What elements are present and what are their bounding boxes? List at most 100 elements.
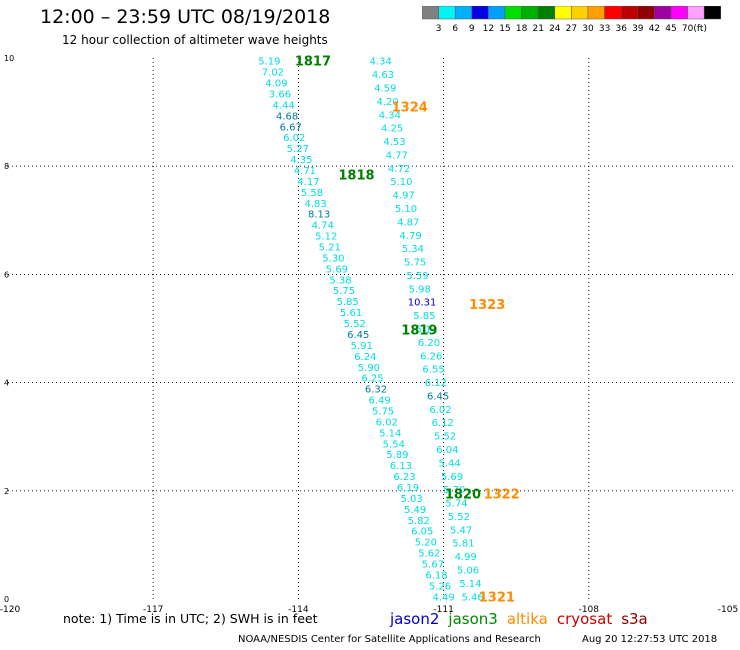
- y-tick-label: 4: [4, 379, 9, 388]
- wave-height-value: 5.75: [404, 258, 426, 269]
- legend-label: 15: [499, 24, 510, 34]
- wave-height-value: 6.13: [390, 461, 412, 472]
- wave-height-value: 4.63: [372, 70, 394, 81]
- wave-height-value: 3.66: [269, 89, 291, 100]
- pass-time-label: 1323: [469, 298, 505, 313]
- wave-height-value: 5.90: [358, 363, 380, 374]
- wave-height-value: 4.99: [455, 552, 477, 563]
- wave-height-value: 6.12: [425, 378, 447, 389]
- timestamp: Aug 20 12:27:53 UTC 2018: [582, 634, 718, 645]
- axes: -120 -117 -114 -111 -108 -105 0 2 4 6 8 10: [0, 54, 738, 615]
- legend-label: 24: [549, 24, 561, 34]
- wave-height-value: 6.02: [376, 417, 398, 428]
- pass-time-label: 1818: [338, 168, 374, 183]
- pass-time-label: 1820: [445, 488, 481, 503]
- pass-time-label: 1324: [392, 101, 428, 116]
- x-tick-label: -108: [579, 605, 600, 615]
- mission-cryosat: cryosat: [556, 610, 613, 628]
- x-tick-label: -114: [288, 605, 309, 615]
- wave-height-value: 4.87: [397, 217, 419, 228]
- mission-jason3: jason3: [448, 610, 498, 628]
- wave-height-value: 6.12: [432, 418, 454, 429]
- wave-height-value: 4.34: [370, 57, 392, 68]
- y-tick-label: 8: [4, 162, 9, 171]
- wave-height-value: 6.67: [280, 122, 302, 133]
- wave-height-value: 5.98: [409, 284, 431, 295]
- wave-height-value: 4.74: [312, 221, 334, 232]
- pass-time-label: 1817: [295, 55, 331, 70]
- wave-height-value: 5.14: [459, 579, 481, 590]
- y-tick-label: 6: [4, 270, 9, 279]
- wave-height-value: 5.74: [445, 499, 467, 510]
- mission-legend: jason2 jason3 altika cryosat s3a: [390, 609, 648, 628]
- wave-height-value: 4.68: [276, 111, 298, 122]
- wave-height-value: 6.26: [420, 351, 442, 362]
- grid-lines: [8, 58, 734, 599]
- legend-label: 3: [436, 24, 442, 34]
- x-tick-label: -120: [0, 605, 20, 615]
- wave-height-value: 5.89: [386, 450, 408, 461]
- wave-height-value: 5.21: [319, 243, 341, 254]
- wave-height-value: 4.17: [297, 177, 319, 188]
- legend-label: 39: [632, 24, 644, 34]
- legend-label: (ft): [693, 24, 707, 34]
- legend-label: 21: [532, 24, 543, 34]
- wave-height-value: 5.46: [462, 592, 484, 603]
- y-tick-label: 10: [4, 54, 14, 63]
- wave-height-value: 5.47: [450, 525, 472, 536]
- wave-height-value: 6.05: [411, 527, 433, 538]
- wave-height-value: 5.38: [329, 275, 351, 286]
- wave-height-value: 5.59: [406, 271, 428, 282]
- legend-label: 6: [452, 24, 458, 34]
- wave-height-value: 4.72: [388, 164, 410, 175]
- wave-height-value: 6.02: [429, 405, 451, 416]
- wave-height-value: 4.59: [374, 83, 396, 94]
- color-legend: 3 6 9 12 15 18 21 24 27 30 33 36 39 42 45 70 (ft): [422, 6, 722, 34]
- wave-height-value: 5.69: [326, 264, 348, 275]
- wave-height-value: 6.45: [427, 391, 449, 402]
- wave-height-value: 5.34: [402, 244, 424, 255]
- wave-height-value: 5.91: [351, 341, 373, 352]
- wave-height-value: 4.53: [383, 137, 405, 148]
- wave-height-value: 4.83: [304, 199, 326, 210]
- legend-label: 70: [682, 24, 694, 34]
- note-text: note: 1) Time is in UTC; 2) SWH is in fe…: [63, 611, 318, 626]
- mission-s3a: s3a: [621, 610, 648, 628]
- wave-height-value: 5.52: [434, 432, 456, 443]
- wave-height-value: 5.52: [344, 319, 366, 330]
- wave-height-value: 5.10: [395, 204, 417, 215]
- wave-height-value: 5.81: [452, 539, 474, 550]
- time-labels: 1817 1324 1818 1323 1819 1820 1322 1321: [295, 55, 520, 606]
- wave-height-value: 5.69: [441, 472, 463, 483]
- wave-height-value: 4.77: [386, 150, 408, 161]
- pass-time-label: 1819: [401, 324, 437, 339]
- x-tick-label: -105: [718, 605, 738, 615]
- legend-label: 33: [599, 24, 610, 34]
- wave-height-value: 6.20: [418, 338, 440, 349]
- legend-label: 42: [649, 24, 660, 34]
- wave-height-value: 5.19: [258, 57, 280, 68]
- pass-time-label: 1321: [479, 590, 515, 605]
- wave-height-value: 6.49: [368, 396, 390, 407]
- wave-height-value: 4.44: [272, 100, 294, 111]
- wave-height-value: 5.75: [372, 406, 394, 417]
- x-tick-label: -117: [143, 605, 163, 615]
- x-tick-label: -111: [433, 605, 453, 615]
- footer-credit: NOAA/NESDIS Center for Satellite Applica…: [238, 634, 541, 645]
- wave-height-value: 6.25: [361, 374, 383, 385]
- legend-label: 30: [582, 24, 594, 34]
- legend-label: 12: [483, 24, 494, 34]
- wave-height-value: 6.23: [393, 472, 415, 483]
- wave-height-value: 6.18: [425, 570, 447, 581]
- pass-time-label: 1322: [484, 488, 520, 503]
- legend-label: 27: [566, 24, 577, 34]
- wave-height-value: 4.97: [393, 191, 415, 202]
- wave-height-value: 5.06: [457, 566, 479, 577]
- wave-height-value: 5.20: [415, 538, 437, 549]
- wave-height-value: 4.09: [265, 79, 287, 90]
- legend-swatch: [703, 6, 722, 20]
- wave-height-value: 5.61: [340, 308, 362, 319]
- wave-height-value: 4.71: [294, 166, 316, 177]
- wave-height-value: 4.34: [379, 110, 401, 121]
